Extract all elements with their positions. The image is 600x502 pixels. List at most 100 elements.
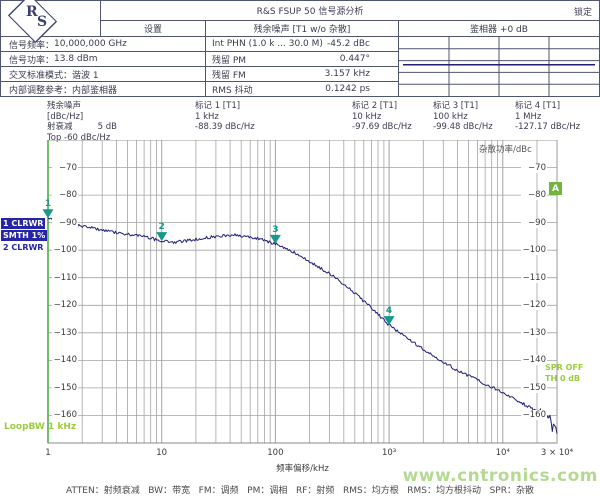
spr-off-label: SPR OFF (545, 363, 584, 372)
marker-value: -97.69 dBc/Hz (352, 122, 412, 132)
phase-detector-display (399, 37, 599, 96)
residual-noise-info: 残余噪声 [dBc/Hz] 射衰减 5 dB Top -60 dBc/Hz (47, 101, 117, 143)
marker-4-triangle-icon (383, 316, 395, 326)
y-tick-label-left: −100 (52, 245, 78, 256)
marker-3-readout: 标记 3 [T1] 100 kHz -99.48 dBc/Hz (433, 101, 493, 133)
setting-label: 内部调整参考： (9, 85, 73, 96)
settings-column-header: 设置 (101, 21, 206, 37)
threshold-label: TH 0 dB (545, 374, 581, 383)
marker-value: -88.39 dBc/Hz (195, 122, 255, 132)
x-axis-title: 频率偏移/kHz (276, 464, 329, 474)
y-tick-label-right: −120 (521, 300, 547, 311)
residual-row-rms-jitter: RMS 抖动 0.1242 ps (206, 82, 398, 96)
marker-4-readout: 标记 4 [T1] 1 MHz -127.17 dBc/Hz (515, 101, 580, 133)
rf-attenuation-label: 射衰减 (47, 122, 73, 132)
marker-2-triangle-icon (156, 232, 168, 242)
y-tick-label-left: −80 (52, 190, 78, 201)
x-tick-label: 10 (156, 448, 168, 458)
residual-label: 残留 FM (212, 70, 246, 81)
lock-status: 锁定 (573, 8, 592, 18)
phase-detector-grid (399, 37, 599, 96)
marker-frequency: 1 kHz (195, 111, 219, 122)
marker-frequency: 100 kHz (433, 111, 468, 122)
setting-value: 谐波 1 (72, 70, 99, 81)
marker-value: -127.17 dBc/Hz (515, 122, 581, 132)
settings-rows: 信号频率： 10,000,000 GHz 信号功率： 13.8 dBm 交叉标准… (1, 37, 206, 96)
rs-logo-letter-r: R (26, 4, 38, 20)
y-tick-label-left: −130 (52, 327, 78, 338)
y-tick-label-right: −90 (521, 217, 547, 228)
y-tick-label-right: −110 (521, 272, 547, 283)
residual-noise-column-header: 残余噪声 [T1 w/o 杂散] (206, 21, 399, 37)
y-tick-label-right: −150 (521, 382, 547, 393)
residual-row-fm: 残留 FM 3.157 kHz (206, 67, 398, 82)
rs-logo: R S (1, 0, 101, 44)
setting-value: 10,000,000 GHz (54, 39, 127, 49)
marker-value: -99.48 dBc/Hz (433, 122, 493, 132)
y-tick-label-right: −80 (521, 190, 547, 201)
rf-attenuation-row: 射衰减 5 dB (47, 122, 117, 133)
marker-frequency: 1 MHz (515, 111, 542, 122)
y-tick-label-left: −120 (52, 300, 78, 311)
residual-value: 3.157 kHz (324, 69, 370, 79)
residual-noise-unit-label: 残余噪声 [dBc/Hz] (47, 101, 84, 122)
residual-noise-rows: Int PHN (1.0 k ... 30.0 M) -45.2 dBc 残留 … (206, 37, 399, 96)
setting-row-frequency: 信号频率： 10,000,000 GHz (1, 37, 205, 52)
trace2-label: 2 CLRWR (3, 243, 44, 252)
marker-name: 标记 1 [T1] (195, 101, 241, 111)
y-tick-label-left: −110 (52, 272, 78, 283)
rf-attenuation-value: 5 dB (97, 122, 117, 132)
residual-row-int-phn: Int PHN (1.0 k ... 30.0 M) -45.2 dBc (206, 37, 398, 52)
marker-3-triangle-icon (269, 234, 281, 244)
spur-power-axis-title: 杂散功率/dBc (479, 145, 532, 155)
marker-1-triangle-icon (42, 209, 54, 219)
setting-row-power: 信号功率： 13.8 dBm (1, 52, 205, 67)
top-level-label: Top -60 dBc/Hz (47, 132, 111, 143)
setting-label: 信号频率： (9, 40, 55, 51)
spur-status: SPR OFF TH 0 dB (545, 362, 583, 384)
residual-value: -45.2 dBc (327, 39, 370, 49)
screen-a-badge: A (549, 182, 562, 195)
marker-1-readout: 标记 1 [T1] 1 kHz -88.39 dBc/Hz (195, 101, 255, 133)
title-bar: R&S FSUP 50 信号源分析 锁定 (101, 1, 599, 21)
rs-logo-letter-s: S (37, 14, 48, 30)
setting-value: 13.8 dBm (54, 54, 98, 64)
header-table: R S R&S FSUP 50 信号源分析 锁定 设置 残余噪声 [T1 w/o… (0, 0, 600, 97)
y-tick-label-left: −160 (52, 410, 78, 421)
abbreviation-legend: ATTEN：射频衰减 BW：带宽 FM：调频 PM：调相 RF：射频 RMS：均… (66, 486, 534, 496)
setting-row-tune-reference: 内部调整参考： 内部鉴相器 (1, 82, 205, 96)
setting-label: 信号功率： (9, 55, 55, 66)
phase-noise-plot: 1 2 3 4 (42, 140, 558, 444)
y-tick-label-left: −140 (52, 355, 78, 366)
residual-value: 0.1242 ps (325, 84, 370, 94)
y-tick-label-right: −130 (521, 327, 547, 338)
app-title: R&S FSUP 50 信号源分析 (256, 7, 364, 17)
marker-name: 标记 4 [T1] (515, 101, 561, 111)
marker-4-number: 4 (386, 306, 392, 316)
marker-name: 标记 2 [T1] (352, 101, 398, 111)
x-tick-label: 3 × 10⁴ (540, 448, 574, 458)
marker-frequency: 10 kHz (352, 111, 382, 122)
marker-name: 标记 3 [T1] (433, 101, 479, 111)
y-tick-label-left: −70 (52, 162, 78, 173)
marker-2-readout: 标记 2 [T1] 10 kHz -97.69 dBc/Hz (352, 101, 412, 133)
y-tick-label-right: −70 (521, 162, 547, 173)
marker-1-number: 1 (45, 199, 51, 209)
x-tick-label: 10³ (381, 448, 397, 458)
loop-bandwidth-label: LoopBW 1 kHz (4, 422, 77, 432)
marker-3-number: 3 (272, 225, 278, 235)
y-tick-label-right: −160 (521, 410, 547, 421)
residual-label: 残留 PM (212, 55, 247, 66)
x-tick-label: 1 (45, 448, 51, 458)
y-tick-label-left: −150 (52, 382, 78, 393)
x-tick-label: 100 (267, 448, 284, 458)
y-tick-label-right: −140 (521, 355, 547, 366)
y-tick-label-left: −90 (52, 217, 78, 228)
setting-value: 内部鉴相器 (72, 85, 118, 96)
watermark: www.cntronics.com (402, 466, 598, 486)
setting-label: 交叉标准模式： (9, 70, 73, 81)
residual-row-pm: 残留 PM 0.447° (206, 52, 398, 67)
residual-value: 0.447° (339, 54, 370, 64)
